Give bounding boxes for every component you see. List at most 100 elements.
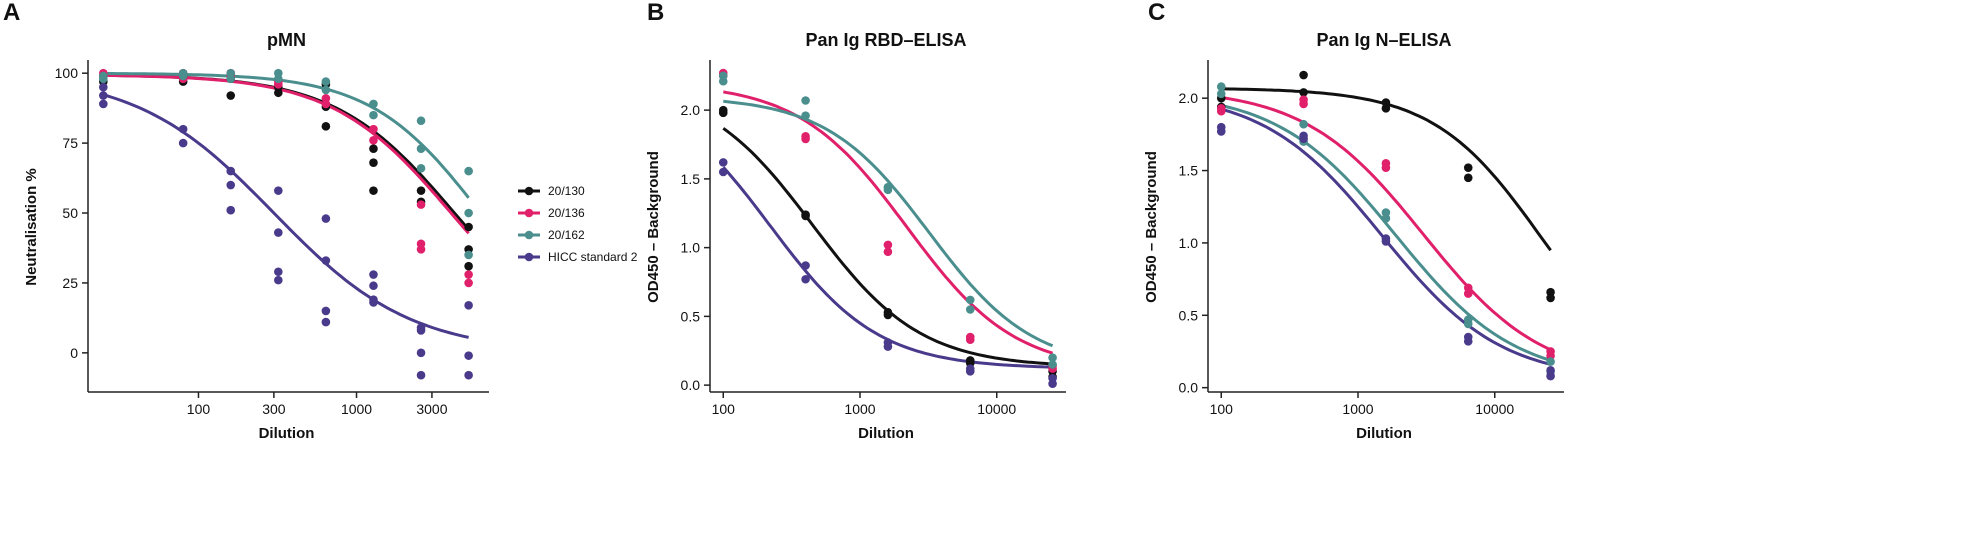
panel-a-point-20-162 bbox=[369, 110, 378, 120]
panel-c-point-20-130 bbox=[1463, 163, 1473, 172]
panel-a-point-hicc-standard-2 bbox=[274, 186, 283, 195]
panel-a-x-tick-label: 1000 bbox=[341, 401, 372, 417]
panel-a-curve-hicc-standard-2 bbox=[102, 93, 469, 339]
panel-c-point-hicc-standard-2 bbox=[1216, 127, 1226, 136]
panel-a-point-20-162 bbox=[321, 77, 331, 86]
panel-a-point-hicc-standard-2 bbox=[99, 91, 108, 100]
panel-a-point-20-162 bbox=[416, 163, 426, 173]
panel-b-title: Pan Ig RBD–ELISA bbox=[805, 30, 966, 50]
panel-a-y-axis-label: Neutralisation % bbox=[23, 168, 40, 286]
panel-c-point-20-130 bbox=[1381, 104, 1391, 113]
panel-b-curve-20-136 bbox=[723, 90, 1054, 355]
panel-c-y-tick-label: 1.5 bbox=[1179, 163, 1199, 179]
panel-a-point-20-162 bbox=[99, 74, 108, 84]
panel-a-point-hicc-standard-2 bbox=[178, 124, 188, 134]
panel-a-point-20-136 bbox=[369, 124, 378, 134]
panel-a-point-20-130 bbox=[464, 222, 473, 232]
legend-swatch-marker bbox=[524, 186, 534, 196]
panel-a-point-20-136 bbox=[369, 136, 378, 145]
panel-a-point-20-130 bbox=[369, 144, 378, 153]
panel-b-curve-hicc-standard-2 bbox=[722, 166, 1053, 369]
panel-a-point-hicc-standard-2 bbox=[464, 351, 473, 360]
panel-a-point-hicc-standard-2 bbox=[178, 138, 188, 148]
panel-a-point-20-130 bbox=[464, 261, 473, 271]
panel-b-point-20-130 bbox=[718, 108, 728, 118]
panel-a-point-hicc-standard-2 bbox=[416, 326, 426, 335]
panel-c-x-tick-label: 10000 bbox=[1475, 401, 1514, 417]
panel-b-point-20-130 bbox=[883, 310, 893, 320]
panel-a-y-tick-label: 100 bbox=[55, 65, 79, 81]
panel-a-point-hicc-standard-2 bbox=[369, 298, 378, 307]
legend-label: 20/136 bbox=[548, 206, 585, 220]
panel-c-point-20-136 bbox=[1216, 106, 1226, 116]
panel-c-y-tick-label: 2.0 bbox=[1179, 90, 1199, 106]
panel-c-point-20-162 bbox=[1463, 319, 1473, 329]
panel-a-y-tick-label: 50 bbox=[62, 205, 78, 221]
legend-item-hicc-standard-2: HICC standard 2 bbox=[518, 250, 638, 264]
legend-item-20-136: 20/136 bbox=[518, 206, 585, 220]
panel-b-point-hicc-standard-2 bbox=[1048, 379, 1057, 389]
legend-label: HICC standard 2 bbox=[548, 250, 638, 264]
panel-c-x-axis-label: Dilution bbox=[1356, 425, 1412, 442]
panel-a-y-tick-label: 75 bbox=[62, 135, 78, 151]
panel-a-point-20-162 bbox=[321, 85, 331, 95]
panel-a-title: pMN bbox=[267, 30, 306, 50]
panel-c-point-20-136 bbox=[1463, 289, 1473, 298]
panel-c-point-hicc-standard-2 bbox=[1299, 134, 1308, 144]
panel-a-curve-20-162 bbox=[103, 72, 470, 199]
panel-b-x-axis-label: Dilution bbox=[858, 425, 914, 442]
panel-b-point-20-162 bbox=[965, 305, 975, 314]
panel-b-point-hicc-standard-2 bbox=[801, 274, 810, 284]
panel-c-letter: C bbox=[1148, 0, 1165, 26]
panel-a-point-hicc-standard-2 bbox=[369, 270, 378, 279]
panel-c-point-hicc-standard-2 bbox=[1381, 237, 1391, 246]
panel-c-point-20-136 bbox=[1299, 99, 1308, 109]
panel-c-point-20-130 bbox=[1299, 88, 1308, 97]
panel-a-point-20-136 bbox=[416, 200, 426, 209]
panel-a-point-20-162 bbox=[464, 166, 473, 176]
panel-a-point-20-130 bbox=[321, 122, 331, 131]
panel-b-point-20-162 bbox=[801, 96, 810, 105]
panel-c-y-tick-label: 0.5 bbox=[1179, 307, 1199, 323]
panel-b-curve-20-162 bbox=[723, 99, 1054, 348]
panel-b-point-20-162 bbox=[1048, 360, 1057, 369]
panel-a-point-20-130 bbox=[369, 158, 378, 167]
panel-b-point-20-162 bbox=[801, 111, 810, 120]
panel-a-point-hicc-standard-2 bbox=[321, 306, 331, 316]
panel-c-point-20-162 bbox=[1546, 357, 1555, 366]
panel-b-point-hicc-standard-2 bbox=[718, 158, 728, 167]
panel-a-point-hicc-standard-2 bbox=[464, 301, 473, 310]
panel-c-point-20-130 bbox=[1546, 293, 1555, 303]
panel-a-point-20-136 bbox=[321, 99, 331, 109]
panel-a-point-hicc-standard-2 bbox=[226, 180, 236, 190]
panel-b-point-20-136 bbox=[883, 240, 893, 250]
panel-c-x-tick-label: 100 bbox=[1210, 401, 1234, 417]
panel-b: B Pan Ig RBD–ELISA 0.0 0.5 1.0 1.5 2.0 100 1000 1… bbox=[645, 0, 1066, 442]
panel-c-point-hicc-standard-2 bbox=[1546, 371, 1555, 381]
panel-a-point-20-130 bbox=[226, 91, 236, 100]
panel-a-point-20-162 bbox=[416, 144, 426, 153]
legend-swatch-marker bbox=[524, 208, 534, 218]
panel-b-x-tick-label: 10000 bbox=[977, 401, 1016, 417]
panel-a-y-tick-label: 0 bbox=[70, 345, 78, 361]
panel-a-point-hicc-standard-2 bbox=[369, 281, 378, 291]
panel-c-point-20-136 bbox=[1381, 163, 1391, 172]
panel-b-y-tick-label: 0.0 bbox=[681, 377, 701, 393]
panel-c: C Pan Ig N–ELISA 0.0 0.5 1.0 1.5 2.0 100 1000 100… bbox=[1143, 0, 1564, 442]
panel-a-point-hicc-standard-2 bbox=[99, 99, 108, 109]
legend-item-20-162: 20/162 bbox=[518, 228, 585, 242]
legend-swatch-marker bbox=[524, 230, 534, 240]
panel-b-y-axis-label: OD450 – Background bbox=[645, 151, 662, 303]
panel-c-point-hicc-standard-2 bbox=[1463, 337, 1473, 346]
panel-c-point-20-162 bbox=[1381, 214, 1391, 223]
panel-a-point-hicc-standard-2 bbox=[99, 82, 108, 92]
panel-a-point-20-136 bbox=[464, 270, 473, 279]
panel-a-point-20-162 bbox=[464, 208, 473, 218]
panel-a-x-tick-label: 100 bbox=[187, 401, 211, 417]
panel-c-y-axis-label: OD450 – Background bbox=[1143, 151, 1160, 303]
legend-swatch-marker bbox=[524, 252, 534, 262]
panel-c-point-20-162 bbox=[1216, 82, 1226, 91]
panel-a-point-hicc-standard-2 bbox=[464, 370, 473, 380]
